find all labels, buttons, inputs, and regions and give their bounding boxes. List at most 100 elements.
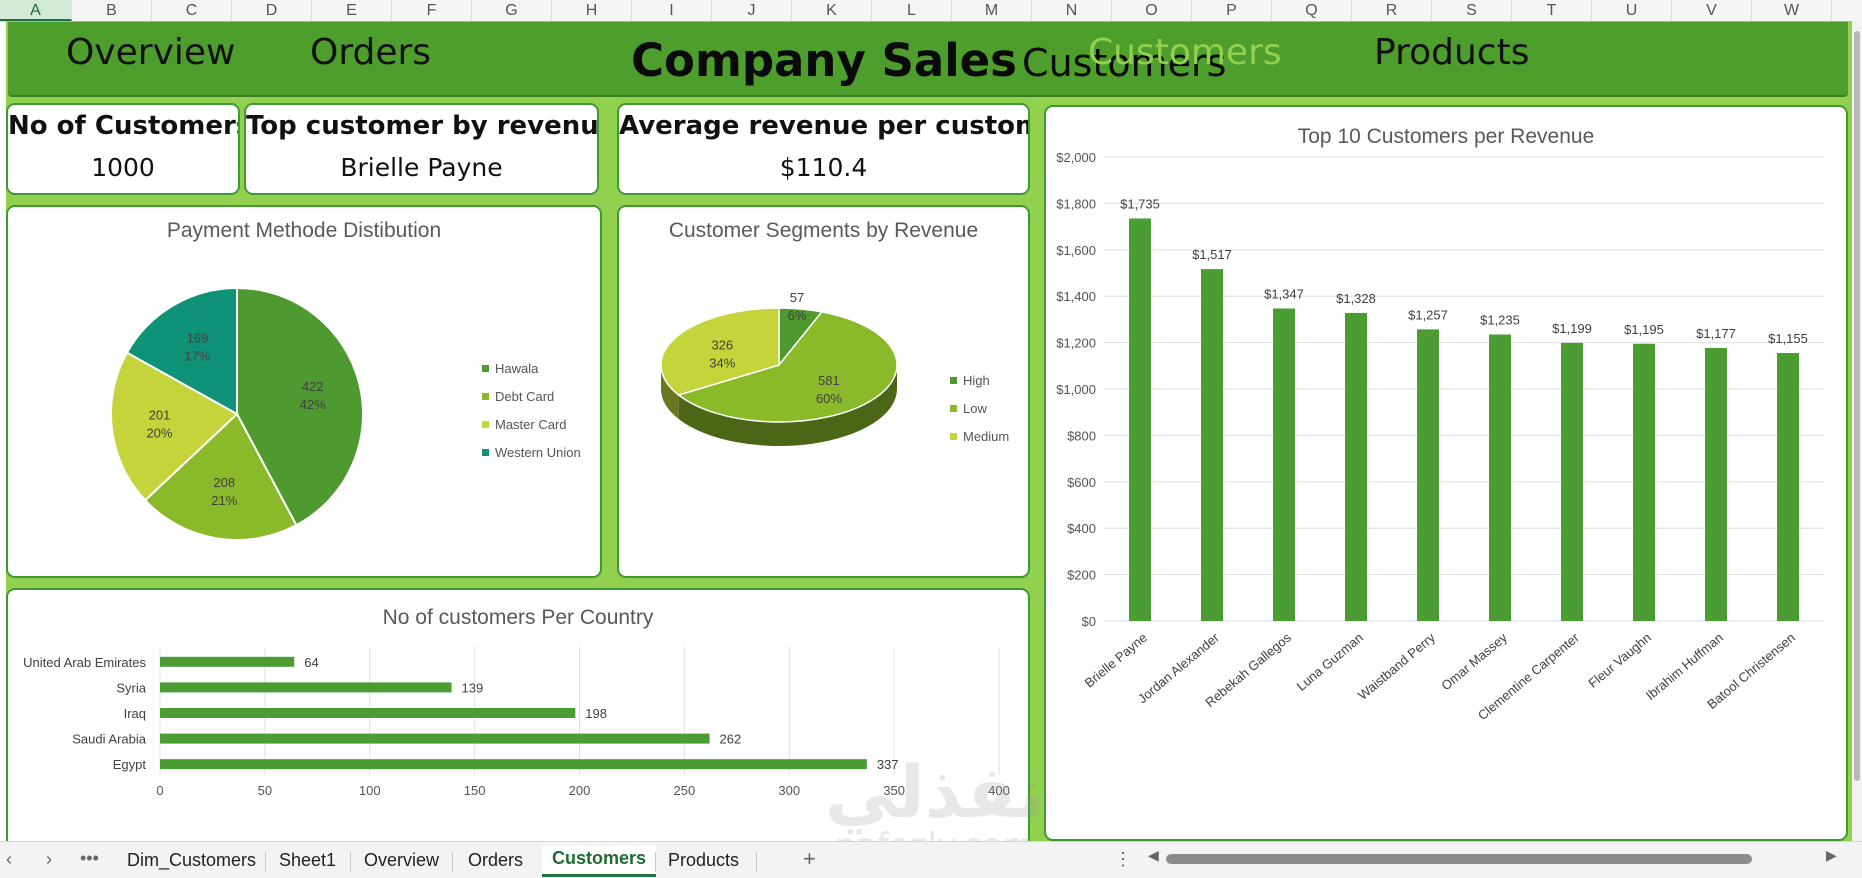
slice-value-label: 201 — [149, 408, 171, 423]
x-tick-label: 300 — [778, 783, 800, 798]
add-sheet-icon[interactable]: + — [803, 846, 816, 871]
payment-chart-card: Payment Methode Distibution 422 42% 208 21%… — [6, 205, 602, 578]
column-header[interactable]: K — [792, 0, 872, 21]
column-header[interactable]: I — [632, 0, 712, 21]
y-tick-label: United Arab Emirates — [23, 655, 146, 670]
legend-label: Medium — [963, 429, 1009, 444]
legend-label: High — [963, 373, 990, 388]
slice-value-label: 581 — [818, 373, 840, 388]
dashboard: Overview Orders Company Sales Customers … — [6, 21, 1852, 841]
x-tick-label: 0 — [156, 783, 163, 798]
bar-value-label: $1,257 — [1408, 307, 1448, 322]
column-header[interactable]: F — [392, 0, 472, 21]
vertical-scroll-thumb[interactable] — [1854, 31, 1860, 781]
tab-dim-customers[interactable]: Dim_Customers — [127, 850, 257, 870]
kpi-customers-label: No of Customers — [8, 111, 240, 141]
column-header[interactable]: J — [712, 0, 792, 21]
column-header[interactable]: R — [1352, 0, 1432, 21]
page-title: Company Sales Customers — [631, 34, 1226, 87]
kpi-customers-value: 1000 — [91, 153, 155, 182]
column-header[interactable]: O — [1112, 0, 1192, 21]
slice-percent-label: 34% — [709, 356, 735, 371]
legend-label: Master Card — [495, 417, 567, 432]
column-header[interactable]: D — [232, 0, 312, 21]
hscroll-right-icon[interactable]: ▶ — [1826, 847, 1837, 863]
bar — [1129, 218, 1151, 621]
slice-percent-label: 6% — [788, 308, 807, 323]
column-header[interactable]: M — [952, 0, 1032, 21]
y-tick-label: $600 — [1067, 475, 1096, 490]
nav-customers[interactable]: Customers — [1088, 32, 1282, 73]
horizontal-scrollbar[interactable]: ◀ ▶ — [1148, 847, 1840, 867]
legend-swatch — [482, 393, 489, 400]
y-tick-label: $1,200 — [1056, 336, 1096, 351]
column-header[interactable]: E — [312, 0, 392, 21]
column-header[interactable]: N — [1032, 0, 1112, 21]
legend-label: Western Union — [495, 445, 581, 460]
bar-value-label: $1,517 — [1192, 247, 1232, 262]
tab-sheet1[interactable]: Sheet1 — [279, 850, 337, 870]
column-header[interactable]: H — [552, 0, 632, 21]
column-header[interactable]: A — [0, 0, 72, 21]
x-tick-label: Omar Massey — [1438, 629, 1510, 693]
hscroll-left-icon[interactable]: ◀ — [1148, 847, 1159, 863]
pie-slice — [125, 286, 238, 416]
bar — [1561, 342, 1583, 621]
column-header[interactable]: B — [72, 0, 152, 21]
horizontal-scroll-thumb[interactable] — [1166, 854, 1752, 864]
column-header[interactable]: L — [872, 0, 952, 21]
bar-value-label: 262 — [720, 732, 742, 747]
column-header[interactable]: Q — [1272, 0, 1352, 21]
x-tick-label: 400 — [988, 783, 1010, 798]
column-header[interactable]: C — [152, 0, 232, 21]
legend-label: Hawala — [495, 361, 539, 376]
sheet-menu-icon[interactable]: ⋮ — [1114, 849, 1132, 869]
tab-overview[interactable]: Overview — [364, 850, 440, 870]
nav-products[interactable]: Products — [1374, 32, 1530, 73]
bar-value-label: 337 — [877, 757, 899, 772]
nav-orders[interactable]: Orders — [310, 32, 432, 73]
bar — [1273, 308, 1295, 621]
slice-value-label: 422 — [302, 379, 324, 394]
country-bar-chart: 0 50 100 150 200 250 300 350 400 64 United Arab Em… — [23, 647, 1010, 798]
x-tick-label: Waistband Perry — [1355, 629, 1438, 702]
column-header[interactable]: G — [472, 0, 552, 21]
payment-pie-chart: 422 42% 208 21% 201 20% 169 17% Hawala Debt Card M… — [110, 286, 581, 541]
column-header[interactable]: P — [1192, 0, 1272, 21]
bar — [1417, 329, 1439, 621]
scroll-right-icon[interactable]: › — [46, 849, 52, 869]
y-tick-label: Egypt — [113, 757, 147, 772]
bar-value-label: $1,328 — [1336, 291, 1376, 306]
legend-swatch — [482, 365, 489, 372]
bar-value-label: $1,235 — [1480, 312, 1520, 327]
title-bold: Company Sales — [631, 34, 1017, 87]
column-header[interactable]: W — [1752, 0, 1832, 21]
legend-swatch — [950, 405, 957, 412]
sheet-tab-bar: ‹ › ••• Dim_Customers Sheet1 Overview Or… — [0, 841, 1862, 878]
scroll-left-icon[interactable]: ‹ — [6, 849, 12, 869]
bar — [1489, 334, 1511, 621]
vertical-scrollbar[interactable] — [1852, 21, 1862, 841]
bar-value-label: 139 — [462, 680, 484, 695]
slice-value-label: 208 — [213, 475, 235, 490]
legend-label: Debt Card — [495, 389, 554, 404]
column-header[interactable]: U — [1592, 0, 1672, 21]
y-tick-label: $2,000 — [1056, 150, 1096, 165]
bar — [160, 656, 295, 667]
column-header[interactable]: S — [1432, 0, 1512, 21]
y-tick-label: $400 — [1067, 521, 1096, 536]
slice-value-label: 326 — [711, 338, 733, 353]
tab-orders[interactable]: Orders — [468, 850, 524, 870]
more-sheets-icon[interactable]: ••• — [80, 848, 99, 868]
nav-bar: Overview Orders Company Sales Customers … — [8, 22, 1848, 97]
column-header[interactable]: T — [1512, 0, 1592, 21]
column-header[interactable]: V — [1672, 0, 1752, 21]
pie-side — [661, 365, 679, 419]
y-tick-label: $800 — [1067, 428, 1096, 443]
nav-overview[interactable]: Overview — [66, 32, 236, 73]
country-chart-card: No of customers Per Country 0 50 100 150 200… — [6, 588, 1030, 841]
tab-products[interactable]: Products — [668, 850, 740, 870]
tab-customers[interactable]: Customers — [542, 846, 657, 877]
y-tick-label: $1,600 — [1056, 243, 1096, 258]
